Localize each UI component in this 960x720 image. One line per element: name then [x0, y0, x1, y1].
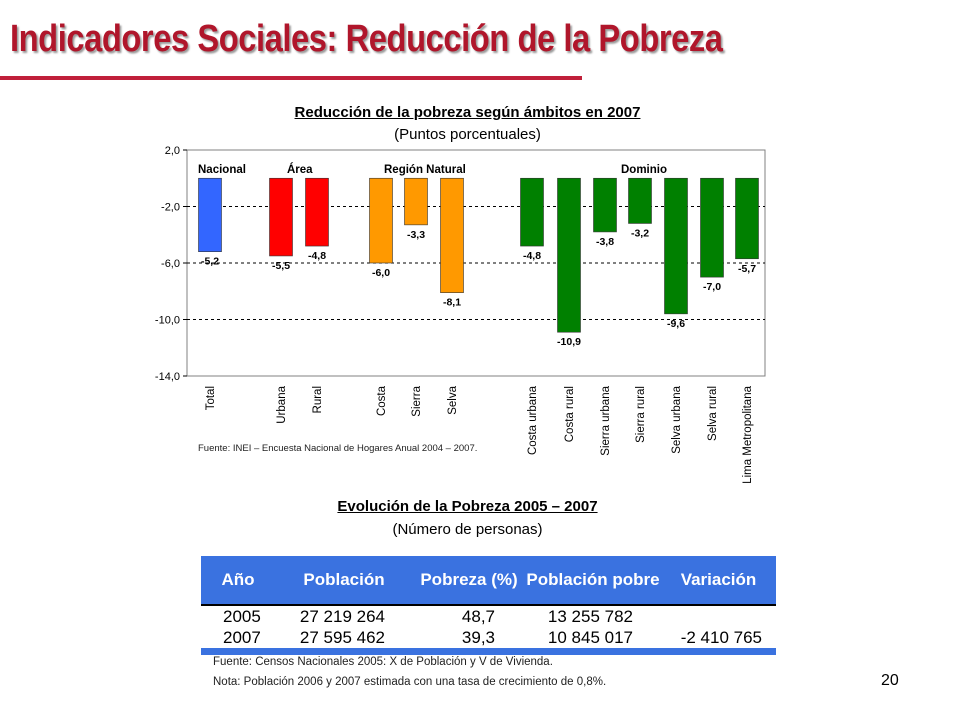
table-row: 2007 27 595 462 39,3 10 845 017 -2 410 7…: [201, 627, 776, 648]
data-label: -3,2: [631, 227, 649, 239]
cell-year: 2005: [201, 604, 275, 627]
chart-source: Fuente: INEI – Encuesta Nacional de Hoga…: [198, 443, 478, 454]
category-label: Urbana: [276, 385, 288, 423]
category-label: Sierra: [411, 385, 423, 416]
chart-title: Reducción de la pobreza según ámbitos en…: [294, 104, 641, 121]
data-label: -9,6: [667, 318, 685, 330]
category-label: Total: [205, 386, 217, 410]
data-label: -7,0: [703, 281, 721, 293]
cell-population: 27 595 462: [299, 627, 385, 647]
header-poor-population: Población pobre: [525, 556, 661, 605]
data-label: -5,5: [272, 260, 290, 272]
cell-poverty-pct: 39,3: [461, 627, 495, 647]
bar: [628, 177, 652, 224]
chart-subtitle: (Puntos porcentuales): [394, 126, 541, 143]
cell-poor-population: 10 845 017: [547, 627, 633, 647]
header-variation: Variación: [661, 556, 776, 605]
category-label: Selva urbana: [671, 385, 683, 453]
bar: [700, 177, 724, 278]
y-tick-label: -10,0: [155, 315, 180, 327]
bar: [557, 177, 581, 333]
page-number: 20: [881, 672, 899, 689]
y-tick-label: -2,0: [161, 202, 180, 214]
header-population: Población: [275, 556, 413, 605]
table-subtitle: (Número de personas): [392, 521, 543, 538]
data-label: -5,7: [738, 263, 756, 275]
table-row: 2005 27 219 264 48,7 13 255 782: [201, 604, 776, 627]
data-label: -4,8: [308, 250, 326, 262]
bar: [305, 177, 329, 247]
category-label: Costa rural: [564, 386, 576, 442]
data-label: -3,3: [407, 229, 425, 241]
y-tick-label: -14,0: [155, 371, 180, 383]
cell-poverty-pct: 48,7: [413, 604, 525, 627]
cell-population: 27 219 264: [275, 604, 413, 627]
cell-variation: [661, 604, 776, 627]
data-label: -10,9: [557, 336, 581, 348]
category-label: Rural: [312, 386, 324, 413]
bar: [520, 177, 544, 247]
table-header-row: Año Población Pobreza (%) Población pobr…: [201, 556, 776, 605]
bar: [198, 177, 222, 252]
data-label: -3,8: [596, 236, 614, 248]
group-header: Dominio: [621, 164, 667, 176]
bar: [404, 177, 428, 226]
data-label: -8,1: [443, 297, 461, 309]
data-label: -5,2: [201, 256, 219, 268]
data-label: -4,8: [523, 250, 541, 262]
data-label: -6,0: [372, 267, 390, 279]
category-label: Lima Metropolitana: [742, 385, 754, 483]
bar: [735, 177, 759, 260]
cell-year: 2007: [223, 627, 261, 647]
table-bottom-bar: [201, 648, 776, 655]
header-year: Año: [201, 556, 275, 605]
group-header: Área: [287, 163, 313, 176]
category-label: Sierra urbana: [600, 385, 612, 455]
group-header: Nacional: [198, 164, 246, 176]
y-tick-label: 2,0: [165, 145, 180, 157]
bar: [269, 177, 293, 257]
cell-poor-population: 13 255 782: [525, 604, 661, 627]
bar: [369, 177, 393, 264]
title-underline: [0, 76, 582, 80]
table-title: Evolución de la Pobreza 2005 – 2007: [337, 498, 598, 515]
bar: [593, 177, 617, 233]
category-label: Selva: [447, 385, 459, 414]
category-label: Sierra rural: [635, 386, 647, 443]
category-label: Selva rural: [707, 386, 719, 441]
table-note: Nota: Población 2006 y 2007 estimada con…: [213, 676, 607, 688]
category-label: Costa: [376, 385, 388, 416]
bar: [440, 177, 464, 293]
cell-variation: -2 410 765: [680, 627, 762, 647]
bar: [664, 177, 688, 315]
slide-title: Indicadores Sociales: Reducción de la Po…: [10, 18, 723, 60]
poverty-table-container: Año Población Pobreza (%) Población pobr…: [201, 556, 776, 655]
y-tick-label: -6,0: [161, 258, 180, 270]
category-label: Costa urbana: [527, 385, 539, 455]
bar-chart: 2,0 -2,0 -6,0 -10,0 -14,0 -5,2 Total -5,5 Urbana…: [155, 145, 766, 484]
group-header: Región Natural: [384, 164, 466, 176]
poverty-table: Año Población Pobreza (%) Población pobr…: [201, 556, 776, 648]
header-poverty-pct: Pobreza (%): [413, 556, 525, 605]
table-source: Fuente: Censos Nacionales 2005: X de Pob…: [213, 656, 553, 668]
